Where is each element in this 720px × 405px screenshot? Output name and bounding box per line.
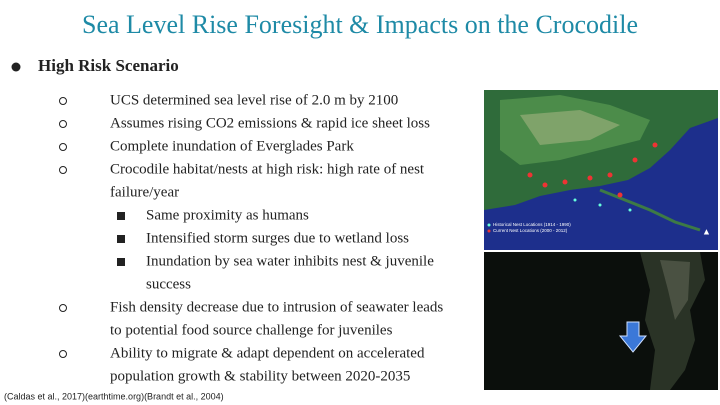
heading: High Risk Scenario [38, 56, 179, 75]
bullet-text: Ability to migrate & adapt dependent on … [110, 345, 425, 361]
sub-bullet-marker [59, 97, 67, 105]
bullet-text: Assumes rising CO2 emissions & rapid ice… [110, 115, 430, 131]
bullet-text: Fish density decrease due to intrusion o… [110, 299, 443, 315]
bullet-text: UCS determined sea level rise of 2.0 m b… [110, 92, 398, 108]
bullet-text: population growth & stability between 20… [110, 368, 410, 384]
sub-bullet-text: Inundation by sea water inhibits nest & … [146, 253, 434, 269]
sub-bullet-marker [59, 166, 67, 174]
map-legend-label: Current Nest Locations (2000 - 2012) [493, 228, 568, 233]
square-marker [117, 212, 125, 220]
sub-bullet-marker [59, 304, 67, 312]
citation: (Caldas et al., 2017)(earthtime.org)(Bra… [4, 391, 224, 401]
sub-bullet-text: success [146, 276, 191, 292]
sub-bullet-marker [59, 120, 67, 128]
bullet-dot [11, 62, 21, 72]
sub-bullet-text: Same proximity as humans [146, 207, 309, 223]
svg-text:▲: ▲ [702, 226, 711, 236]
slide-title: Sea Level Rise Foresight & Impacts on th… [82, 10, 638, 39]
sub-bullet-marker [59, 143, 67, 151]
satellite-image [484, 252, 718, 390]
sub-bullet-text: Intensified storm surges due to wetland … [146, 230, 409, 246]
bullet-text: to potential food source challenge for j… [110, 322, 393, 338]
map-image: ▲ [484, 90, 718, 250]
bullet-text: failure/year [110, 184, 179, 200]
square-marker [117, 258, 125, 266]
bullet-text: Crocodile habitat/nests at high risk: hi… [110, 161, 425, 177]
sub-bullet-marker [59, 350, 67, 358]
square-marker [117, 235, 125, 243]
map-legend-label: Historical Nest Locations (1914 - 1990) [493, 222, 571, 227]
bullet-text: Complete inundation of Everglades Park [110, 138, 354, 154]
